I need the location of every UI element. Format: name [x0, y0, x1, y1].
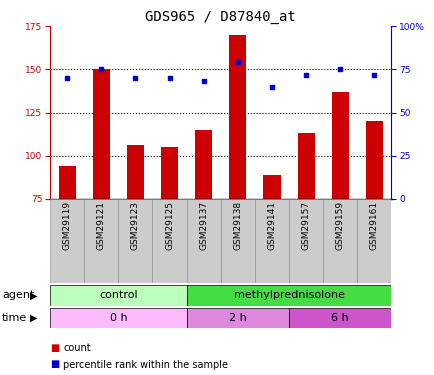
Text: GSM29161: GSM29161 — [369, 201, 378, 250]
FancyBboxPatch shape — [289, 308, 391, 328]
Point — [234, 60, 241, 66]
FancyBboxPatch shape — [50, 308, 186, 328]
Text: 0 h: 0 h — [109, 313, 127, 323]
Point — [98, 66, 105, 72]
Title: GDS965 / D87840_at: GDS965 / D87840_at — [145, 10, 296, 24]
Text: GSM29125: GSM29125 — [164, 201, 174, 250]
Text: ■: ■ — [50, 360, 59, 369]
Bar — [195, 130, 212, 199]
FancyBboxPatch shape — [289, 199, 322, 283]
Bar — [229, 35, 246, 199]
FancyBboxPatch shape — [50, 199, 84, 283]
Point — [166, 75, 173, 81]
Point — [268, 84, 275, 90]
Point — [200, 78, 207, 84]
FancyBboxPatch shape — [84, 199, 118, 283]
Bar — [263, 175, 280, 199]
Point — [132, 75, 138, 81]
Text: ▶: ▶ — [30, 313, 37, 323]
Bar — [365, 121, 382, 199]
Text: percentile rank within the sample: percentile rank within the sample — [63, 360, 227, 369]
FancyBboxPatch shape — [254, 199, 289, 283]
Bar — [59, 166, 76, 199]
Text: ■: ■ — [50, 343, 59, 353]
Text: GSM29141: GSM29141 — [267, 201, 276, 250]
FancyBboxPatch shape — [322, 199, 357, 283]
FancyBboxPatch shape — [220, 199, 254, 283]
Point — [63, 75, 70, 81]
FancyBboxPatch shape — [186, 199, 220, 283]
Text: agent: agent — [2, 290, 34, 300]
Text: GSM29119: GSM29119 — [62, 201, 72, 250]
Text: 6 h: 6 h — [331, 313, 349, 323]
Bar — [331, 92, 348, 199]
Text: time: time — [2, 313, 27, 323]
FancyBboxPatch shape — [50, 285, 186, 306]
FancyBboxPatch shape — [186, 308, 289, 328]
Point — [370, 72, 377, 78]
FancyBboxPatch shape — [152, 199, 186, 283]
Text: GSM29121: GSM29121 — [96, 201, 105, 250]
FancyBboxPatch shape — [118, 199, 152, 283]
FancyBboxPatch shape — [186, 285, 391, 306]
Text: GSM29159: GSM29159 — [335, 201, 344, 250]
Text: GSM29137: GSM29137 — [199, 201, 208, 250]
Bar — [127, 145, 144, 199]
Bar — [297, 133, 314, 199]
Text: 2 h: 2 h — [228, 313, 246, 323]
Text: methylprednisolone: methylprednisolone — [233, 290, 344, 300]
Text: ▶: ▶ — [30, 290, 37, 300]
Point — [302, 72, 309, 78]
Text: count: count — [63, 343, 91, 353]
Text: GSM29138: GSM29138 — [233, 201, 242, 250]
Text: GSM29123: GSM29123 — [131, 201, 140, 250]
Bar — [161, 147, 178, 199]
Text: GSM29157: GSM29157 — [301, 201, 310, 250]
Point — [336, 66, 343, 72]
FancyBboxPatch shape — [357, 199, 391, 283]
Text: control: control — [99, 290, 137, 300]
Bar — [92, 69, 109, 199]
